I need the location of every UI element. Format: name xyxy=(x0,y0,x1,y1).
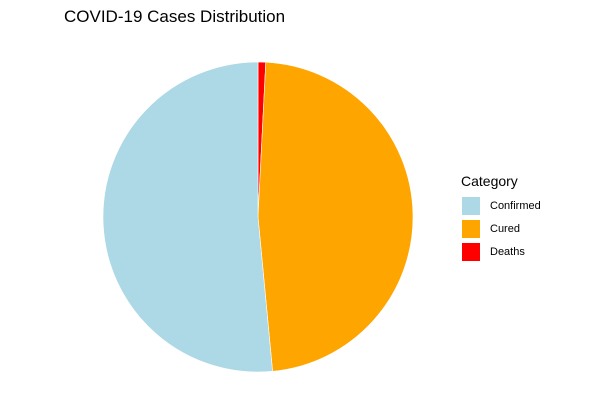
pie-slice-cured xyxy=(257,61,414,372)
legend-item-cured: Cured xyxy=(461,217,541,240)
legend-title: Category xyxy=(461,173,518,189)
legend-item-deaths: Deaths xyxy=(461,240,541,263)
legend-key-confirmed xyxy=(461,195,481,216)
legend-label-cured: Cured xyxy=(490,222,520,235)
legend-key-cured xyxy=(461,218,481,239)
legend: Category Confirmed Cured Deaths xyxy=(461,173,541,263)
chart-title: COVID-19 Cases Distribution xyxy=(64,7,286,26)
legend-item-confirmed: Confirmed xyxy=(461,194,541,217)
legend-label-confirmed: Confirmed xyxy=(490,199,541,212)
legend-key-deaths xyxy=(461,241,481,262)
legend-label-deaths: Deaths xyxy=(490,245,525,258)
pie-slice-confirmed xyxy=(102,61,273,373)
